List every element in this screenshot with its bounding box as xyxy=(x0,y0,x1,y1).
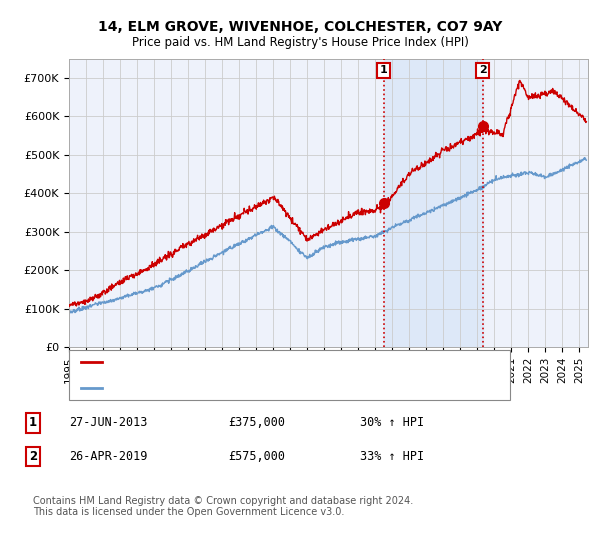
Text: 1: 1 xyxy=(380,66,388,76)
Text: Price paid vs. HM Land Registry's House Price Index (HPI): Price paid vs. HM Land Registry's House … xyxy=(131,36,469,49)
Text: 2: 2 xyxy=(29,450,37,463)
Text: 1: 1 xyxy=(29,416,37,430)
Text: 30% ↑ HPI: 30% ↑ HPI xyxy=(360,416,424,430)
Text: 14, ELM GROVE, WIVENHOE, COLCHESTER, CO7 9AY: 14, ELM GROVE, WIVENHOE, COLCHESTER, CO7… xyxy=(98,20,502,34)
Text: 27-JUN-2013: 27-JUN-2013 xyxy=(69,416,148,430)
Text: £375,000: £375,000 xyxy=(228,416,285,430)
Text: Contains HM Land Registry data © Crown copyright and database right 2024.
This d: Contains HM Land Registry data © Crown c… xyxy=(33,496,413,517)
Text: 2: 2 xyxy=(479,66,487,76)
Text: 33% ↑ HPI: 33% ↑ HPI xyxy=(360,450,424,463)
Text: 26-APR-2019: 26-APR-2019 xyxy=(69,450,148,463)
Text: 14, ELM GROVE, WIVENHOE, COLCHESTER, CO7 9AY (detached house): 14, ELM GROVE, WIVENHOE, COLCHESTER, CO7… xyxy=(108,357,475,367)
Text: HPI: Average price, detached house, Colchester: HPI: Average price, detached house, Colc… xyxy=(108,383,357,393)
Text: £575,000: £575,000 xyxy=(228,450,285,463)
Bar xyxy=(383,59,483,347)
